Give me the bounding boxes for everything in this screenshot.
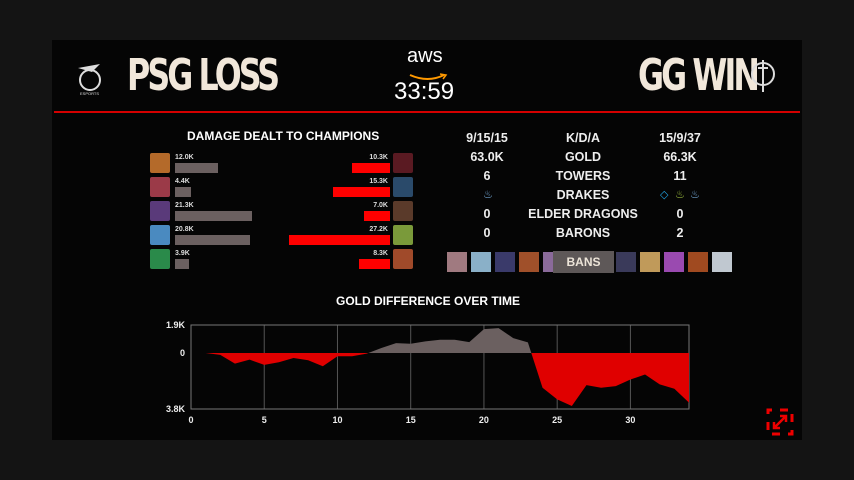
left-damage-label: 4.4K bbox=[175, 178, 190, 185]
amazon-smile-icon bbox=[408, 68, 448, 86]
left-stat-value: 63.0K bbox=[470, 150, 504, 164]
right-damage-label: 15.3K bbox=[369, 178, 388, 185]
right-ban-portrait bbox=[712, 252, 732, 272]
expand-icon[interactable] bbox=[766, 408, 794, 441]
right-stat-value: 11 bbox=[673, 169, 687, 183]
left-stat-value: 6 bbox=[483, 169, 491, 183]
damage-title: DAMAGE DEALT TO CHAMPIONS bbox=[187, 129, 380, 143]
right-damage-bar bbox=[359, 259, 390, 269]
stat-label: GOLD bbox=[564, 150, 602, 164]
x-tick-label: 15 bbox=[406, 415, 416, 425]
x-tick-label: 30 bbox=[625, 415, 635, 425]
right-stat-value: 2 bbox=[676, 226, 684, 240]
right-ban-portrait bbox=[688, 252, 708, 272]
left-damage-bar bbox=[175, 163, 219, 173]
right-stat-value: 15/9/37 bbox=[659, 131, 701, 145]
right-damage-bar bbox=[333, 187, 390, 197]
left-ban-portrait bbox=[495, 252, 515, 272]
gg-logo bbox=[749, 56, 777, 101]
x-tick-label: 10 bbox=[332, 415, 342, 425]
psg-logo: ESPORTS bbox=[70, 58, 110, 98]
gold-lead-area-right-team bbox=[191, 353, 689, 407]
right-champion-portrait bbox=[393, 225, 413, 245]
right-ban-portrait bbox=[664, 252, 684, 272]
chart-title: GOLD DIFFERENCE OVER TIME bbox=[336, 294, 521, 308]
x-tick-label: 5 bbox=[262, 415, 267, 425]
left-champion-portrait bbox=[150, 225, 170, 245]
y-tick-label: 3.8K bbox=[166, 404, 186, 414]
left-damage-label: 21.3K bbox=[175, 202, 194, 209]
right-team-result: GG WIN bbox=[638, 50, 760, 101]
right-stat-value: 0 bbox=[676, 207, 684, 221]
left-damage-label: 20.8K bbox=[175, 226, 194, 233]
stat-label: BARONS bbox=[555, 226, 611, 240]
right-champion-portrait bbox=[393, 177, 413, 197]
left-champion-portrait bbox=[150, 153, 170, 173]
right-ban-portrait bbox=[640, 252, 660, 272]
bans-label: BANS bbox=[553, 251, 614, 273]
left-stat-value: 0 bbox=[483, 226, 491, 240]
header-divider bbox=[54, 111, 800, 113]
right-champion-portrait bbox=[393, 201, 413, 221]
gold-lead-area-left-team bbox=[191, 328, 689, 353]
x-tick-label: 25 bbox=[552, 415, 562, 425]
left-champion-portrait bbox=[150, 201, 170, 221]
right-damage-bar bbox=[351, 163, 390, 173]
stat-label: TOWERS bbox=[555, 169, 611, 183]
left-ban-portrait bbox=[519, 252, 539, 272]
sponsor-logo: aws bbox=[407, 45, 443, 67]
left-champion-portrait bbox=[150, 177, 170, 197]
x-tick-label: 0 bbox=[188, 415, 193, 425]
left-damage-label: 3.9K bbox=[175, 250, 190, 257]
y-tick-label: 1.9K bbox=[166, 320, 186, 330]
right-damage-label: 7.0K bbox=[373, 202, 388, 209]
right-stat-value: 66.3K bbox=[663, 150, 697, 164]
x-tick-label: 20 bbox=[479, 415, 489, 425]
left-ban-portrait bbox=[471, 252, 491, 272]
left-damage-bar bbox=[175, 211, 252, 221]
cloud-drake-icon: ♨ bbox=[483, 189, 493, 201]
cloud-drake-icon: ♨ bbox=[690, 189, 700, 201]
stat-label: ELDER DRAGONS bbox=[528, 207, 638, 221]
right-damage-bar bbox=[289, 235, 390, 245]
left-champion-portrait bbox=[150, 249, 170, 269]
left-damage-label: 12.0K bbox=[175, 154, 194, 161]
right-damage-bar bbox=[364, 211, 390, 221]
right-damage-label: 27.2K bbox=[369, 226, 388, 233]
y-tick-label: 0 bbox=[180, 348, 185, 358]
right-damage-label: 8.3K bbox=[373, 250, 388, 257]
left-ban-portrait bbox=[447, 252, 467, 272]
left-damage-bar bbox=[175, 235, 250, 245]
right-champion-portrait bbox=[393, 153, 413, 173]
hextech-drake-icon: ◇ bbox=[660, 189, 669, 201]
right-damage-label: 10.3K bbox=[369, 154, 388, 161]
left-stat-value: 9/15/15 bbox=[466, 131, 508, 145]
right-ban-portrait bbox=[616, 252, 636, 272]
chemtech-drake-icon: ♨ bbox=[675, 189, 685, 201]
left-stat-value: 0 bbox=[483, 207, 491, 221]
left-team-result: PSG LOSS bbox=[127, 50, 280, 101]
left-damage-bar bbox=[175, 187, 191, 197]
stat-label: K/D/A bbox=[565, 131, 601, 145]
game-timer: 33:59 bbox=[394, 78, 455, 105]
stat-label: DRAKES bbox=[556, 188, 610, 202]
left-damage-bar bbox=[175, 259, 190, 269]
right-champion-portrait bbox=[393, 249, 413, 269]
